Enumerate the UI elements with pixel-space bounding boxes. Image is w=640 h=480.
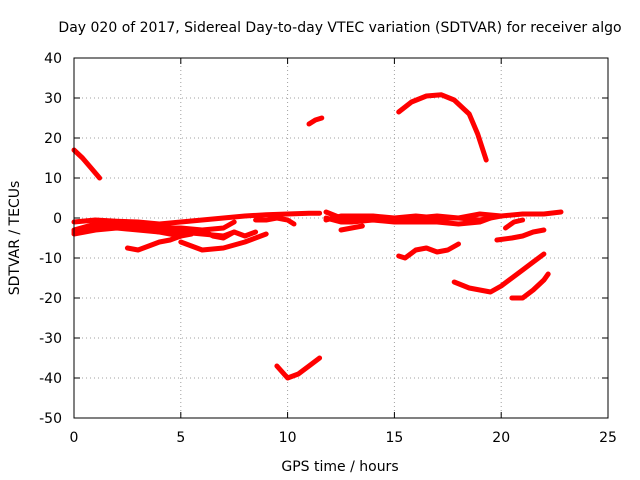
x-tick-label: 25 xyxy=(599,430,617,446)
series-line xyxy=(71,147,103,181)
y-tick-label: 10 xyxy=(44,171,62,187)
series-line xyxy=(178,231,269,253)
series-line xyxy=(306,115,325,127)
series-line xyxy=(323,213,504,223)
series-line xyxy=(503,217,526,231)
y-tick-label: -20 xyxy=(39,291,62,307)
chart-title: Day 020 of 2017, Sidereal Day-to-day VTE… xyxy=(58,20,621,36)
y-tick-label: 20 xyxy=(44,131,62,147)
y-tick-label: -30 xyxy=(39,331,62,347)
axis-ticks: 0 5 10 15 20 25 -50 -40 -30 -20 -10 0 10 20 30 40 xyxy=(39,51,617,446)
series-line xyxy=(71,219,237,233)
x-tick-label: 20 xyxy=(492,430,510,446)
y-tick-label: 40 xyxy=(44,51,62,67)
series-line xyxy=(396,241,461,261)
series-line xyxy=(274,355,323,381)
x-tick-label: 10 xyxy=(279,430,297,446)
y-tick-label: -50 xyxy=(39,411,62,427)
y-axis-label: SDTVAR / TECUs xyxy=(7,181,23,296)
series-line xyxy=(323,215,493,227)
series-group xyxy=(71,92,564,381)
y-tick-label: 0 xyxy=(53,211,62,227)
y-tick-label: -10 xyxy=(39,251,62,267)
grid xyxy=(74,58,608,418)
series-line xyxy=(494,227,547,243)
series-line xyxy=(274,215,297,227)
series-line xyxy=(338,223,365,233)
series-line xyxy=(451,251,547,295)
series-line xyxy=(199,227,259,241)
plot-frame xyxy=(73,57,609,419)
series-line xyxy=(509,271,551,301)
series-line xyxy=(396,92,489,163)
x-tick-label: 5 xyxy=(176,430,185,446)
x-tick-label: 15 xyxy=(385,430,403,446)
y-tick-label: 30 xyxy=(44,91,62,107)
x-axis-label: GPS time / hours xyxy=(281,459,398,475)
series-line xyxy=(124,233,184,253)
series-line xyxy=(253,215,280,223)
y-tick-label: -40 xyxy=(39,371,62,387)
x-tick-label: 0 xyxy=(70,430,79,446)
